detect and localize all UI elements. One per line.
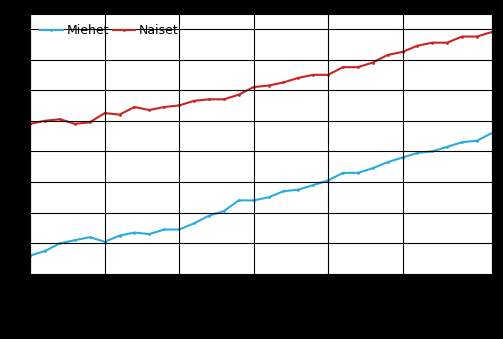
Naiset — [42, 119, 48, 123]
Miehet — [117, 234, 123, 238]
Miehet — [206, 214, 212, 218]
Naiset — [117, 113, 123, 117]
Naiset — [161, 105, 167, 109]
Naiset — [399, 50, 405, 54]
Naiset — [370, 61, 376, 65]
Naiset — [295, 76, 301, 80]
Naiset — [27, 122, 33, 126]
Miehet — [161, 227, 167, 232]
Line: Naiset: Naiset — [29, 31, 493, 125]
Miehet — [459, 140, 465, 144]
Naiset — [459, 35, 465, 39]
Naiset — [280, 80, 286, 84]
Miehet — [310, 183, 316, 187]
Naiset — [430, 41, 436, 45]
Miehet — [444, 145, 450, 149]
Naiset — [385, 53, 391, 57]
Naiset — [72, 122, 78, 126]
Miehet — [340, 171, 346, 175]
Miehet — [221, 209, 227, 213]
Miehet — [176, 227, 182, 232]
Miehet — [87, 235, 93, 239]
Naiset — [146, 108, 152, 112]
Miehet — [295, 188, 301, 192]
Miehet — [355, 171, 361, 175]
Naiset — [489, 30, 495, 34]
Miehet — [385, 160, 391, 164]
Naiset — [266, 83, 272, 87]
Miehet — [57, 241, 63, 245]
Miehet — [280, 189, 286, 193]
Miehet — [102, 240, 108, 244]
Miehet — [236, 198, 242, 202]
Naiset — [206, 97, 212, 101]
Miehet — [489, 131, 495, 135]
Naiset — [414, 44, 421, 48]
Naiset — [236, 93, 242, 97]
Naiset — [310, 73, 316, 77]
Naiset — [221, 97, 227, 101]
Naiset — [355, 65, 361, 69]
Miehet — [325, 178, 331, 182]
Miehet — [250, 198, 257, 202]
Miehet — [146, 232, 152, 236]
Naiset — [444, 41, 450, 45]
Naiset — [102, 111, 108, 115]
Miehet — [72, 238, 78, 242]
Miehet — [42, 249, 48, 253]
Naiset — [340, 65, 346, 69]
Miehet — [414, 151, 421, 155]
Naiset — [87, 120, 93, 124]
Legend: Miehet, Naiset: Miehet, Naiset — [36, 20, 183, 40]
Miehet — [191, 221, 197, 225]
Naiset — [474, 35, 480, 39]
Miehet — [131, 231, 137, 235]
Naiset — [176, 103, 182, 107]
Naiset — [191, 99, 197, 103]
Miehet — [266, 195, 272, 199]
Miehet — [399, 156, 405, 160]
Naiset — [250, 85, 257, 89]
Naiset — [325, 73, 331, 77]
Naiset — [131, 105, 137, 109]
Miehet — [370, 166, 376, 170]
Miehet — [474, 139, 480, 143]
Miehet — [430, 149, 436, 154]
Miehet — [27, 254, 33, 258]
Naiset — [57, 117, 63, 121]
Line: Miehet: Miehet — [29, 132, 493, 257]
